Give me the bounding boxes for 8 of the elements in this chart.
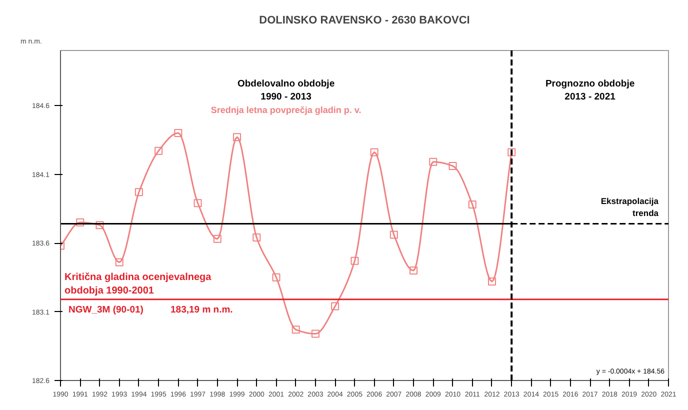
annotation: Obdelovalno obdobje 1990 - 2013 [237, 78, 335, 103]
annotation: Prognozno obdobje 2013 - 2021 [545, 78, 635, 103]
ref-line-label: Kritična gladina ocenjevalnega obdobja 1990-2001 [64, 272, 212, 296]
text: Srednja letna povprečja gladin p. v. [210, 105, 362, 115]
chart-title: DOLINSKO RAVENSKO - 2630 BAKOVCI [259, 14, 470, 26]
annotation: Ekstrapolacija trenda [600, 196, 659, 218]
annotation: NGW_3M (90-01) [68, 304, 144, 316]
annotation: 183,19 m n.m. [170, 304, 233, 316]
